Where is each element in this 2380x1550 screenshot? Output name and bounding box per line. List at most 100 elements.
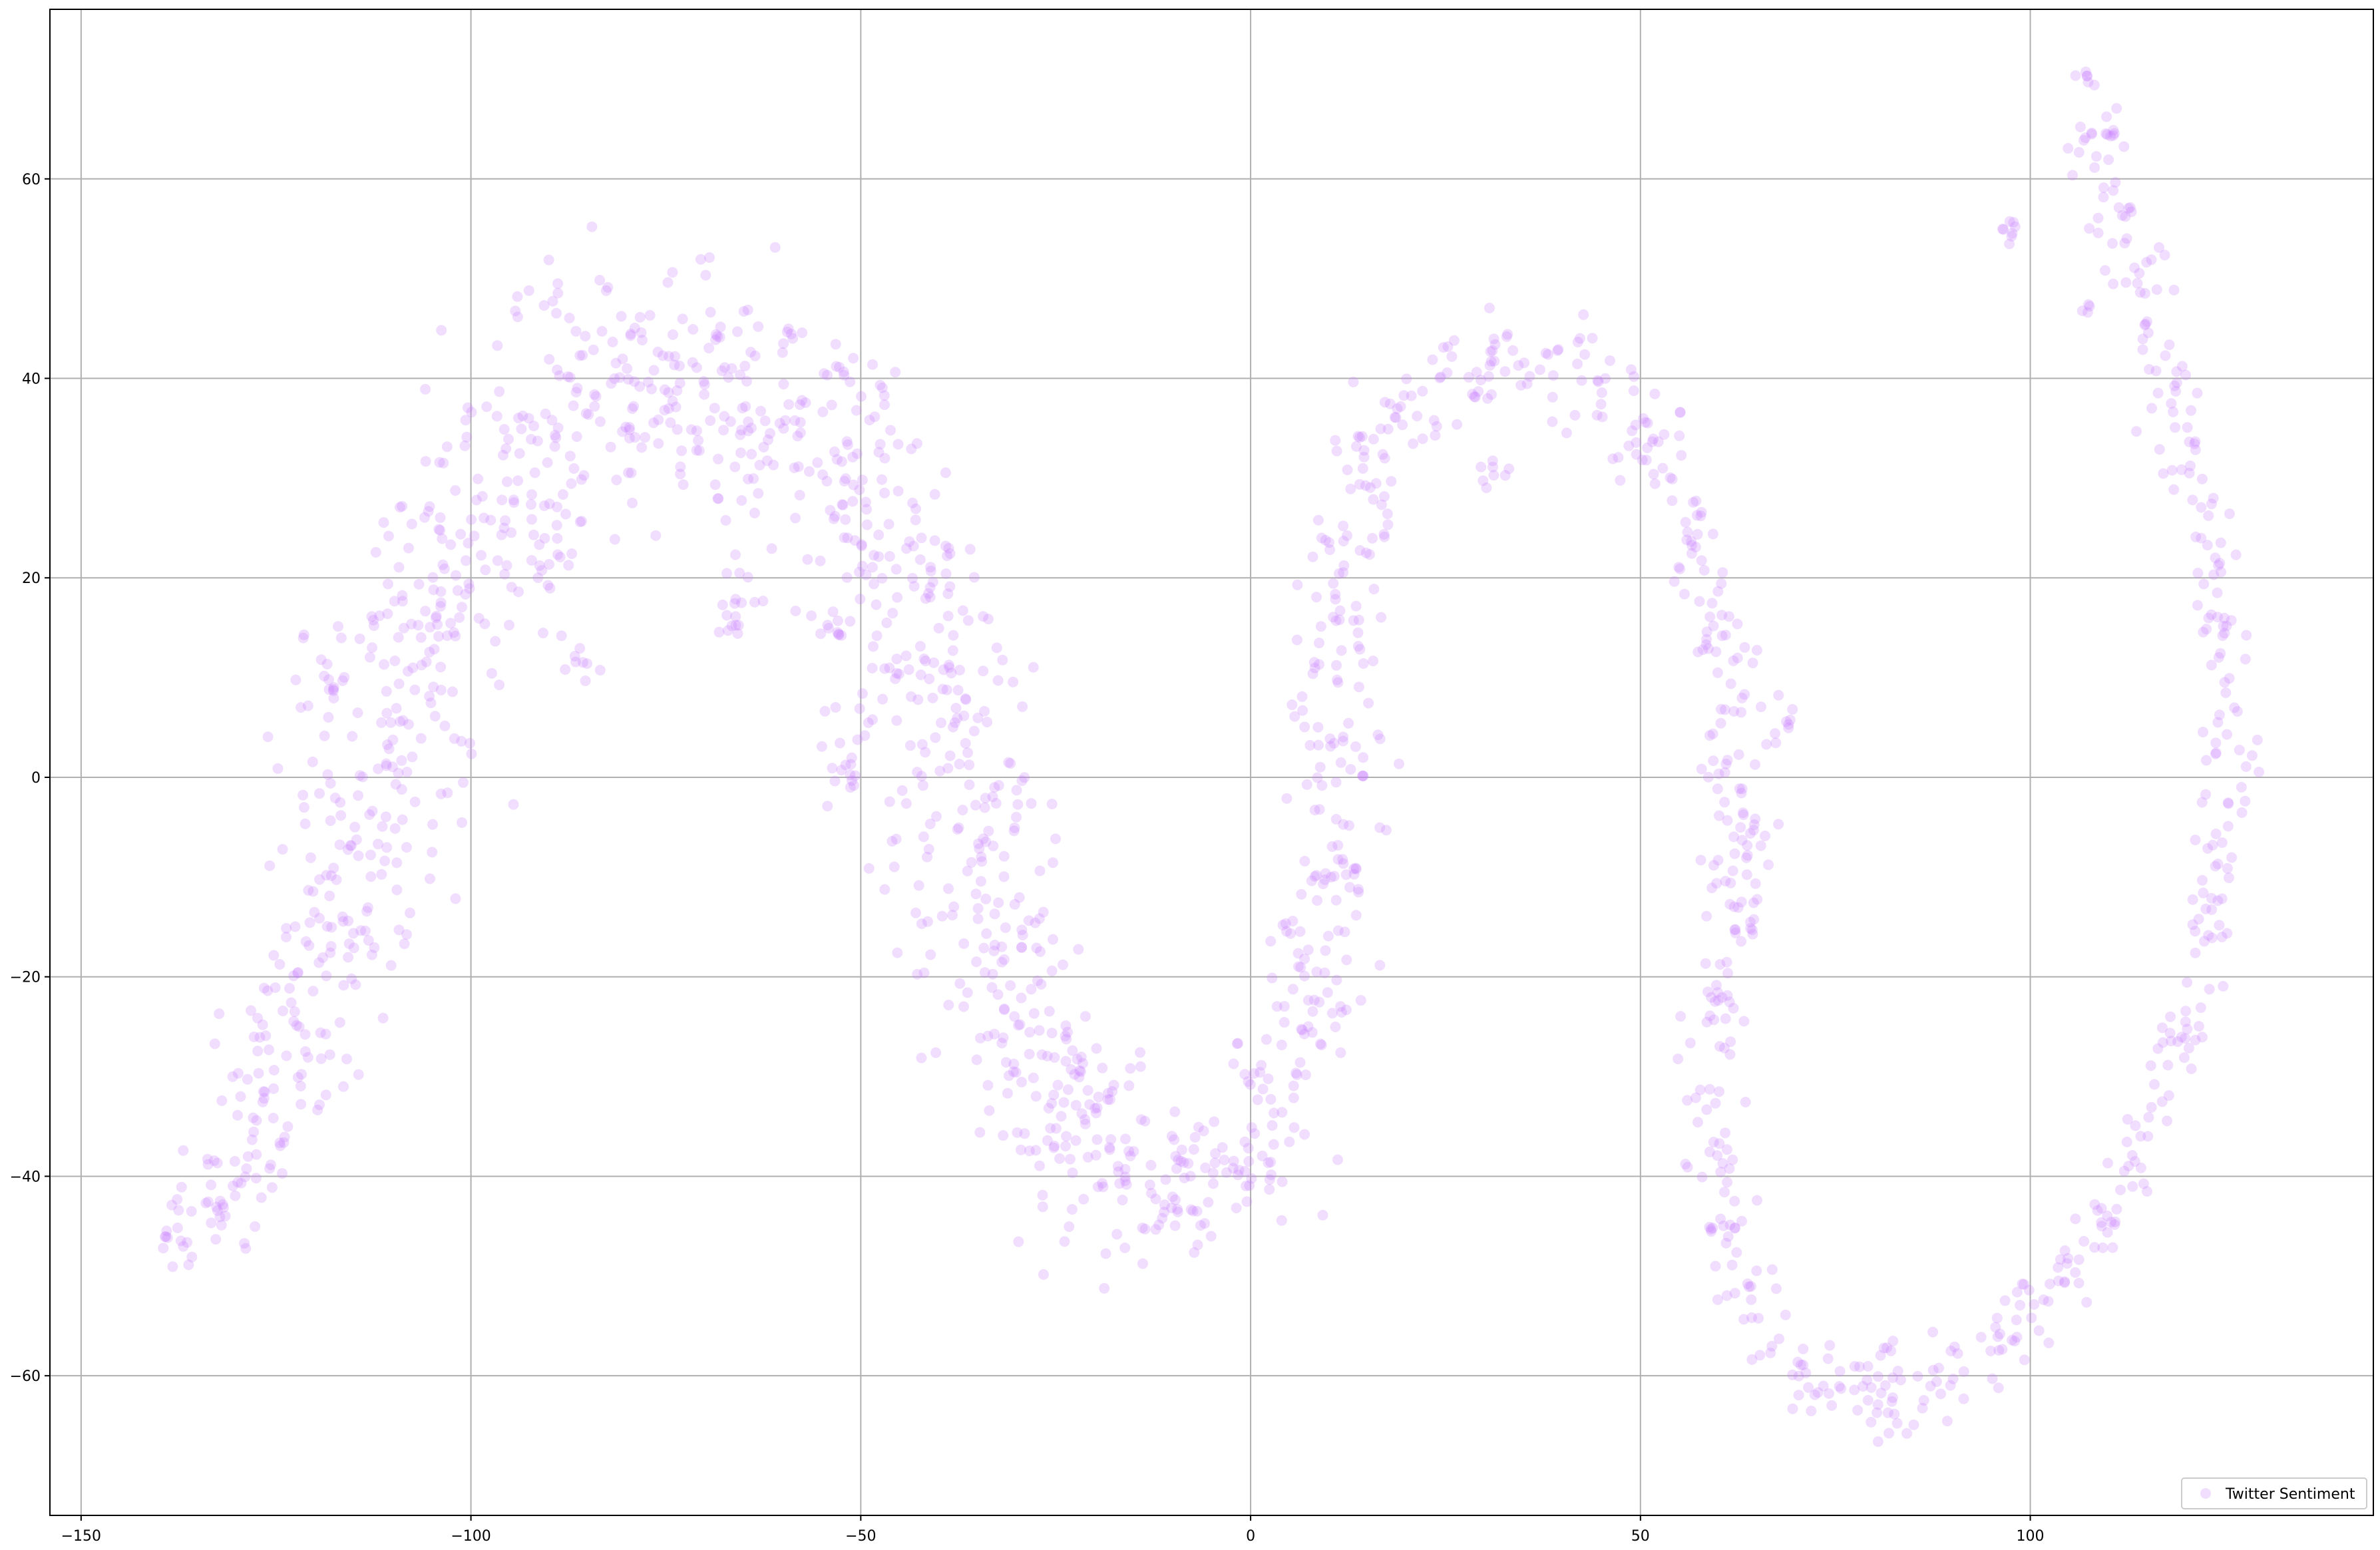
data-point: [368, 620, 379, 632]
data-point: [1082, 1085, 1093, 1096]
data-point: [546, 415, 558, 426]
data-point: [2123, 203, 2134, 214]
data-point: [657, 350, 668, 361]
data-point: [709, 403, 720, 414]
data-point: [1187, 1205, 1199, 1217]
data-point: [1727, 865, 1738, 876]
data-point: [2023, 1284, 2035, 1296]
data-point: [1314, 804, 1325, 815]
data-point: [1765, 1347, 1776, 1358]
data-point: [1281, 793, 1292, 804]
data-point: [2096, 1217, 2107, 1228]
data-point: [448, 627, 459, 638]
data-point: [936, 910, 948, 922]
data-point: [264, 860, 276, 871]
data-point: [461, 431, 473, 443]
data-point: [1312, 514, 1324, 526]
data-point: [350, 979, 361, 990]
data-point: [395, 502, 405, 513]
data-point: [369, 942, 380, 953]
data-point: [1191, 1205, 1203, 1217]
data-point: [251, 1115, 262, 1126]
data-point: [634, 381, 646, 392]
data-point: [1227, 1163, 1239, 1174]
data-point: [907, 497, 918, 508]
data-point: [1702, 643, 1714, 654]
data-point: [1267, 1120, 1278, 1131]
legend: Twitter Sentiment: [2181, 1477, 2367, 1509]
data-point: [1401, 373, 1412, 385]
data-point: [235, 1091, 246, 1102]
data-point: [837, 499, 848, 510]
data-point: [427, 819, 439, 830]
data-point: [625, 328, 636, 339]
data-point: [393, 924, 405, 936]
data-point: [1320, 534, 1331, 546]
data-point: [1119, 1175, 1131, 1187]
data-point: [1698, 564, 1710, 576]
data-point: [167, 1261, 178, 1272]
data-point: [1243, 1156, 1255, 1167]
data-point: [1852, 1405, 1864, 1416]
data-point: [491, 411, 502, 422]
data-point: [1334, 614, 1345, 626]
data-point: [861, 504, 872, 515]
data-point: [1170, 1151, 1181, 1162]
data-point: [1997, 224, 2008, 235]
data-point: [1104, 1142, 1115, 1153]
data-point: [343, 952, 354, 963]
data-point: [1048, 1142, 1060, 1153]
data-point: [980, 893, 992, 904]
data-point: [629, 376, 640, 387]
data-point: [528, 421, 539, 431]
data-point: [780, 415, 791, 426]
data-point: [1008, 1058, 1020, 1069]
data-point: [594, 275, 606, 286]
data-point: [1210, 1148, 1221, 1159]
data-point: [1712, 1150, 1723, 1161]
data-point: [1195, 1220, 1206, 1231]
data-point: [552, 501, 562, 512]
data-point: [705, 415, 716, 426]
data-point: [2178, 1052, 2190, 1064]
data-point: [1350, 863, 1361, 874]
data-point: [2165, 1011, 2176, 1022]
data-point: [1035, 946, 1046, 957]
data-point: [822, 369, 833, 381]
data-point: [741, 375, 752, 387]
data-point: [202, 1153, 213, 1165]
data-point: [510, 305, 521, 317]
data-point: [264, 1163, 276, 1174]
data-point: [687, 357, 698, 368]
data-point: [409, 684, 421, 695]
data-point: [2130, 1120, 2141, 1131]
data-point: [176, 1181, 187, 1193]
data-point: [1876, 1388, 1887, 1399]
data-point: [492, 340, 503, 351]
data-point: [989, 940, 1000, 950]
data-point: [431, 612, 441, 624]
data-point: [349, 821, 361, 833]
data-point: [1281, 926, 1292, 937]
data-point: [364, 652, 375, 663]
data-point: [1730, 1222, 1740, 1233]
data-point: [463, 538, 474, 549]
data-point: [556, 630, 567, 642]
data-point: [503, 433, 514, 445]
data-point: [1169, 1134, 1180, 1145]
data-point: [1382, 519, 1394, 530]
data-point: [1725, 1036, 1736, 1048]
data-point: [1476, 375, 1486, 385]
y-tick-label-4: 20: [22, 570, 41, 587]
data-point: [2172, 1036, 2184, 1048]
data-point: [778, 379, 789, 390]
data-point: [917, 780, 928, 791]
data-point: [2082, 307, 2093, 318]
data-point: [749, 350, 761, 361]
data-point: [753, 488, 764, 499]
data-point: [178, 1145, 189, 1156]
data-point: [607, 336, 618, 347]
data-point: [962, 865, 973, 876]
data-point: [1690, 1092, 1701, 1103]
